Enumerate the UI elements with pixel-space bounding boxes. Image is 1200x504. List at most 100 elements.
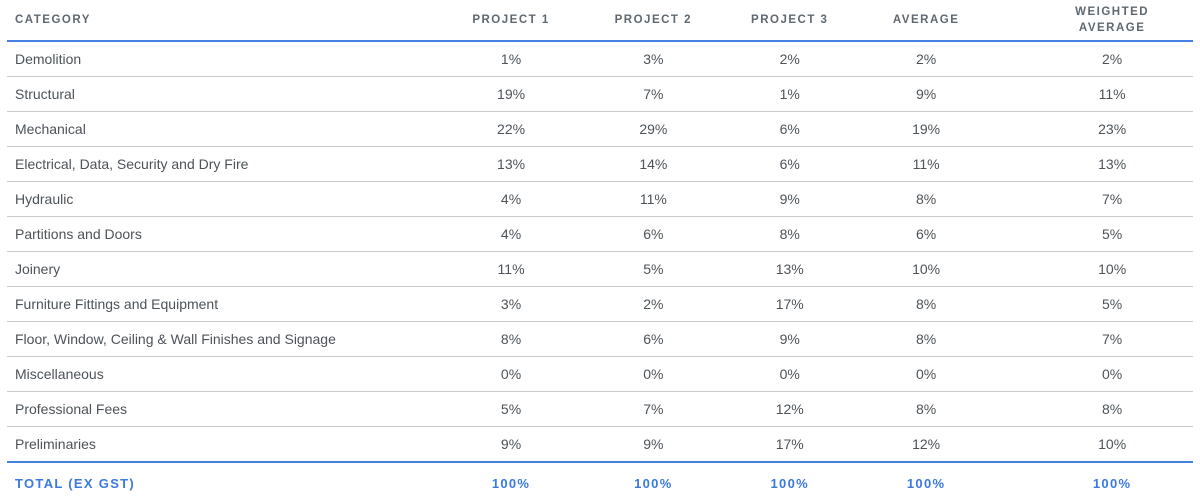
value-cell: 6%	[724, 146, 855, 182]
category-cell: Demolition	[7, 41, 440, 77]
value-cell: 6%	[582, 216, 725, 252]
value-cell: 8%	[724, 216, 855, 252]
value-cell: 9%	[439, 426, 583, 463]
value-cell: 6%	[582, 321, 725, 357]
column-header-label: WEIGHTED AVERAGE	[1075, 6, 1150, 34]
table-row: Electrical, Data, Security and Dry Fire …	[7, 146, 1193, 182]
category-cell: Furniture Fittings and Equipment	[7, 286, 440, 322]
column-header-category: CATEGORY	[7, 0, 440, 42]
value-cell: 11%	[439, 251, 583, 287]
value-cell: 4%	[439, 216, 583, 252]
table-row: Professional Fees 5% 7% 12% 8% 8%	[7, 391, 1193, 427]
value-cell: 10%	[997, 426, 1193, 463]
value-cell: 1%	[439, 41, 583, 77]
total-value-cell: 100%	[1092, 476, 1132, 491]
value-cell: 7%	[997, 181, 1193, 217]
value-cell: 11%	[582, 181, 725, 217]
value-cell: 0%	[997, 356, 1193, 392]
total-value-cell: 100%	[491, 476, 531, 491]
value-cell: 8%	[854, 286, 998, 322]
value-cell: 17%	[724, 426, 855, 463]
value-cell: 9%	[724, 181, 855, 217]
category-cell: Floor, Window, Ceiling & Wall Finishes a…	[7, 321, 440, 357]
value-cell: 6%	[854, 216, 998, 252]
value-cell: 0%	[439, 356, 583, 392]
value-cell: 9%	[724, 321, 855, 357]
value-cell: 5%	[582, 251, 725, 287]
category-cell: Miscellaneous	[7, 356, 440, 392]
value-cell: 17%	[724, 286, 855, 322]
value-cell: 8%	[854, 391, 998, 427]
column-header-average: AVERAGE	[854, 0, 998, 42]
category-cell: Partitions and Doors	[7, 216, 440, 252]
value-cell: 9%	[582, 426, 725, 463]
category-cell: Electrical, Data, Security and Dry Fire	[7, 146, 440, 182]
value-cell: 14%	[582, 146, 725, 182]
value-cell: 6%	[724, 111, 855, 147]
value-cell: 0%	[724, 356, 855, 392]
category-cell: Mechanical	[7, 111, 440, 147]
value-cell: 13%	[439, 146, 583, 182]
category-cell: Hydraulic	[7, 181, 440, 217]
value-cell: 10%	[854, 251, 998, 287]
value-cell: 13%	[997, 146, 1193, 182]
table-row: Joinery 11% 5% 13% 10% 10%	[7, 251, 1193, 287]
value-cell: 5%	[997, 286, 1193, 322]
value-cell: 0%	[854, 356, 998, 392]
value-cell: 2%	[582, 286, 725, 322]
table-row: Partitions and Doors 4% 6% 8% 6% 5%	[7, 216, 1193, 252]
category-cell: Professional Fees	[7, 391, 440, 427]
column-header-label: AVERAGE	[892, 14, 960, 26]
value-cell: 11%	[854, 146, 998, 182]
value-cell: 7%	[582, 391, 725, 427]
value-cell: 7%	[582, 76, 725, 112]
value-cell: 1%	[724, 76, 855, 112]
value-cell: 5%	[997, 216, 1193, 252]
total-value-cell: 100%	[770, 476, 809, 491]
value-cell: 9%	[854, 76, 998, 112]
value-cell: 23%	[997, 111, 1193, 147]
value-cell: 11%	[997, 76, 1193, 112]
value-cell: 12%	[724, 391, 855, 427]
value-cell: 8%	[854, 181, 998, 217]
value-cell: 0%	[582, 356, 725, 392]
column-header-label: PROJECT 2	[614, 14, 693, 26]
value-cell: 3%	[439, 286, 583, 322]
value-cell: 10%	[997, 251, 1193, 287]
value-cell: 4%	[439, 181, 583, 217]
column-header-weighted-average: WEIGHTED AVERAGE	[997, 0, 1193, 42]
total-value-cell: 100%	[634, 476, 673, 491]
value-cell: 2%	[724, 41, 855, 77]
table-row: Hydraulic 4% 11% 9% 8% 7%	[7, 181, 1193, 217]
value-cell: 8%	[997, 391, 1193, 427]
value-cell: 8%	[854, 321, 998, 357]
total-value-cell: 100%	[906, 476, 946, 491]
column-header-project-1: PROJECT 1	[439, 0, 583, 42]
value-cell: 19%	[439, 76, 583, 112]
header-row: CATEGORY PROJECT 1 PROJECT 2 PROJECT 3 A…	[7, 0, 1193, 42]
value-cell: 7%	[997, 321, 1193, 357]
category-cell: Structural	[7, 76, 440, 112]
table-row: Floor, Window, Ceiling & Wall Finishes a…	[7, 321, 1193, 357]
column-header-label: PROJECT 3	[751, 14, 829, 26]
column-header-project-2: PROJECT 2	[582, 0, 725, 42]
value-cell: 12%	[854, 426, 998, 463]
value-cell: 2%	[997, 41, 1193, 77]
cost-breakdown-table: CATEGORY PROJECT 1 PROJECT 2 PROJECT 3 A…	[7, 0, 1193, 504]
total-label-cell: TOTAL (EX GST)	[15, 476, 136, 491]
value-cell: 5%	[439, 391, 583, 427]
column-header-project-3: PROJECT 3	[724, 0, 855, 42]
table-row: Furniture Fittings and Equipment 3% 2% 1…	[7, 286, 1193, 322]
value-cell: 8%	[439, 321, 583, 357]
column-header-label: PROJECT 1	[472, 14, 550, 26]
value-cell: 13%	[724, 251, 855, 287]
value-cell: 29%	[582, 111, 725, 147]
table-row: Mechanical 22% 29% 6% 19% 23%	[7, 111, 1193, 147]
table-row: Preliminaries 9% 9% 17% 12% 10%	[7, 426, 1193, 463]
table-row: Demolition 1% 3% 2% 2% 2%	[7, 41, 1193, 77]
table-row: Miscellaneous 0% 0% 0% 0% 0%	[7, 356, 1193, 392]
value-cell: 2%	[854, 41, 998, 77]
total-row: TOTAL (EX GST) 100% 100% 100% 100% 100%	[7, 462, 1193, 504]
table-row: Structural 19% 7% 1% 9% 11%	[7, 76, 1193, 112]
value-cell: 22%	[439, 111, 583, 147]
